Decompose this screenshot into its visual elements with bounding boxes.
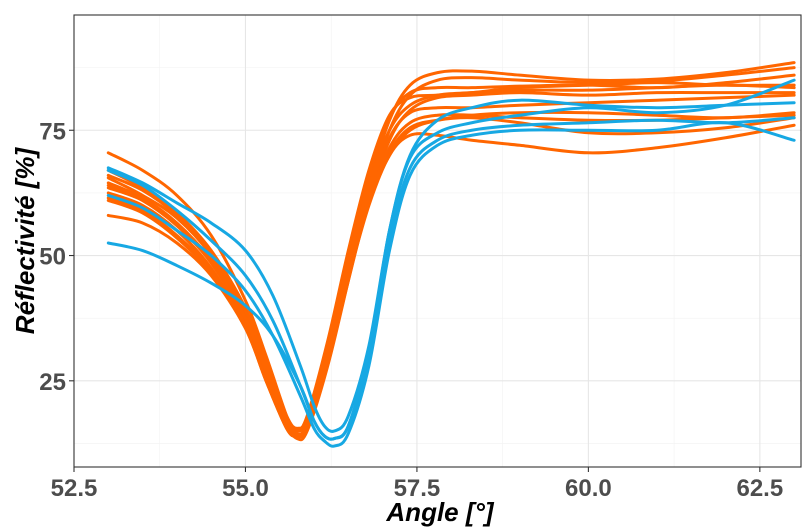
series-line-orange-11: [106, 113, 796, 438]
series-line-blue-13: [106, 116, 796, 441]
y-tick-label: 50: [39, 244, 66, 271]
x-tick-label: 62.5: [736, 475, 783, 502]
x-tick-label: 52.5: [51, 475, 98, 502]
series-line-orange-7: [106, 123, 796, 438]
series-line-blue-14: [106, 121, 796, 448]
y-axis-title: Réflectivité [%]: [10, 146, 40, 334]
axis-ticks: 52.5 55.0 57.5 60.0 62.5 25 50 75: [39, 118, 783, 502]
series-line-orange-10: [106, 83, 796, 431]
x-tick-label: 60.0: [565, 475, 612, 502]
series-lines: [106, 61, 796, 448]
y-tick-label: 25: [39, 369, 66, 396]
series-line-blue-15: [106, 98, 796, 441]
panel-border: [73, 14, 802, 468]
series-line-blue-12: [106, 78, 796, 433]
x-tick-label: 55.0: [222, 475, 269, 502]
y-tick-label: 75: [39, 118, 66, 145]
x-axis-title: Angle [°]: [385, 497, 495, 527]
x-tick-label: 57.5: [394, 475, 441, 502]
